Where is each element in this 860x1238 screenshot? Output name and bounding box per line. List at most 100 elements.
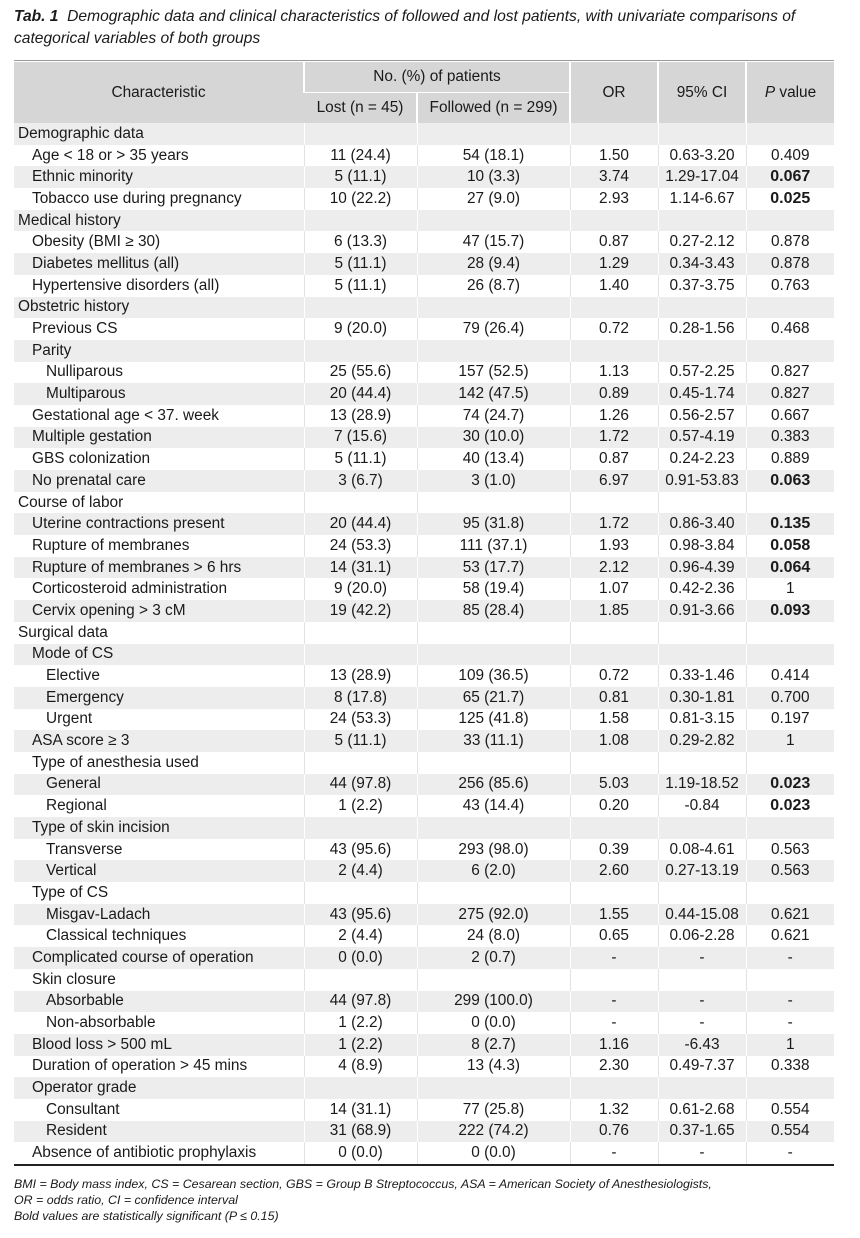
row-label: Ethnic minority xyxy=(32,168,133,186)
cell-lost: 3 (6.7) xyxy=(303,470,417,492)
cell-p-value xyxy=(745,209,834,232)
cell-p-value: 0.468 xyxy=(745,318,834,340)
cell-followed xyxy=(416,968,570,991)
cell-p-value xyxy=(745,123,834,145)
cell-lost xyxy=(303,339,417,362)
row-label: Age < 18 or > 35 years xyxy=(32,146,189,164)
cell-p-value: 1 xyxy=(745,578,834,601)
cell-or: - xyxy=(569,1142,658,1164)
cell-p-value: 0.063 xyxy=(745,470,834,492)
cell-p-value: 0.563 xyxy=(745,860,834,883)
cell-p-value: 0.093 xyxy=(745,600,834,622)
cell-or: 0.89 xyxy=(569,383,658,405)
cell-or: 2.60 xyxy=(569,860,658,883)
row-label: Operator grade xyxy=(32,1079,137,1097)
cell-p-value: 0.058 xyxy=(745,535,834,557)
cell-ci: 0.33-1.46 xyxy=(657,665,746,687)
cell-followed: 222 (74.2) xyxy=(416,1120,570,1143)
cell-ci: 1.14-6.67 xyxy=(657,188,746,210)
row-label: Complicated course of operation xyxy=(32,948,254,966)
demographics-table: Characteristic No. (%) of patients OR 95… xyxy=(14,62,834,1164)
table-row: Type of CS xyxy=(14,882,834,904)
cell-ci: 0.56-2.57 xyxy=(657,404,746,427)
cell-lost: 6 (13.3) xyxy=(303,231,417,254)
row-label: Mode of CS xyxy=(32,645,114,663)
cell-followed: 30 (10.0) xyxy=(416,426,570,449)
table-row: Age < 18 or > 35 years 11 (24.4) 54 (18.1)… xyxy=(14,144,834,167)
header-ci: 95% CI xyxy=(657,62,746,123)
table-row: Resident 31 (68.9) 222 (74.2) 0.76 0.37-1.65… xyxy=(14,1120,834,1143)
table-row: Operator grade xyxy=(14,1077,834,1099)
row-label: Tobacco use during pregnancy xyxy=(32,189,242,207)
cell-or: 1.72 xyxy=(569,513,658,536)
row-label: Urgent xyxy=(46,710,93,728)
cell-p-value: - xyxy=(745,1142,834,1164)
cell-ci: 0.98-3.84 xyxy=(657,535,746,557)
cell-or: 1.55 xyxy=(569,903,658,926)
cell-lost: 43 (95.6) xyxy=(303,903,417,926)
cell-ci xyxy=(657,751,746,774)
table-row: Type of anesthesia used xyxy=(14,751,834,774)
cell-ci xyxy=(657,643,746,666)
table-top-rule xyxy=(14,60,834,61)
table-caption-text: Demographic data and clinical characteri… xyxy=(14,8,796,47)
row-label: Nulliparous xyxy=(46,363,123,381)
cell-followed xyxy=(416,209,570,232)
cell-lost: 5 (11.1) xyxy=(303,730,417,752)
cell-or xyxy=(569,123,658,145)
table-row: Rupture of membranes > 6 hrs 14 (31.1) 53 … xyxy=(14,556,834,579)
cell-lost: 13 (28.9) xyxy=(303,404,417,427)
cell-lost: 19 (42.2) xyxy=(303,600,417,622)
cell-p-value: 0.554 xyxy=(745,1098,834,1121)
row-label: Previous CS xyxy=(32,320,118,338)
cell-followed: 13 (4.3) xyxy=(416,1055,570,1078)
cell-lost: 20 (44.4) xyxy=(303,513,417,536)
table-row: Cervix opening > 3 cM 19 (42.2) 85 (28.4) 1… xyxy=(14,600,834,622)
cell-or: 1.26 xyxy=(569,404,658,427)
cell-or: 0.65 xyxy=(569,925,658,948)
cell-followed: 77 (25.8) xyxy=(416,1098,570,1121)
cell-lost: 13 (28.9) xyxy=(303,665,417,687)
cell-followed xyxy=(416,1077,570,1099)
cell-p-value: 0.621 xyxy=(745,925,834,948)
cell-or xyxy=(569,621,658,644)
cell-p-value: 0.067 xyxy=(745,166,834,189)
cell-ci: 0.08-4.61 xyxy=(657,838,746,861)
cell-lost: 0 (0.0) xyxy=(303,947,417,969)
row-label: Obesity (BMI ≥ 30) xyxy=(32,233,161,251)
cell-ci: 0.86-3.40 xyxy=(657,513,746,536)
header-p-italic: P xyxy=(764,83,776,101)
row-label: Type of anesthesia used xyxy=(32,753,199,771)
cell-lost: 14 (31.1) xyxy=(303,556,417,579)
cell-followed: 65 (21.7) xyxy=(416,686,570,709)
cell-ci xyxy=(657,817,746,839)
row-label: Misgav-Ladach xyxy=(46,905,151,923)
cell-followed: 58 (19.4) xyxy=(416,578,570,601)
cell-p-value: 1 xyxy=(745,1033,834,1056)
cell-or xyxy=(569,882,658,904)
table-row: Nulliparous 25 (55.6) 157 (52.5) 1.13 0.57-2… xyxy=(14,361,834,384)
cell-followed: 109 (36.5) xyxy=(416,665,570,687)
cell-or: - xyxy=(569,1012,658,1034)
cell-p-value xyxy=(745,296,834,319)
cell-followed: 54 (18.1) xyxy=(416,144,570,167)
row-label: Rupture of membranes > 6 hrs xyxy=(32,558,242,576)
cell-or: 0.87 xyxy=(569,231,658,254)
cell-followed: 10 (3.3) xyxy=(416,166,570,189)
table-row: Obstetric history xyxy=(14,296,834,319)
cell-lost: 1 (2.2) xyxy=(303,795,417,817)
cell-or: 1.72 xyxy=(569,426,658,449)
cell-ci: 0.30-1.81 xyxy=(657,686,746,709)
cell-followed xyxy=(416,491,570,514)
cell-or xyxy=(569,643,658,666)
cell-followed xyxy=(416,339,570,362)
cell-or: 1.85 xyxy=(569,600,658,622)
table-row: General 44 (97.8) 256 (85.6) 5.03 1.19-18.52… xyxy=(14,773,834,796)
cell-ci: 0.27-13.19 xyxy=(657,860,746,883)
cell-followed: 256 (85.6) xyxy=(416,773,570,796)
table-row: Multiparous 20 (44.4) 142 (47.5) 0.89 0.45-1… xyxy=(14,383,834,405)
table-caption-label: Tab. 1 xyxy=(14,8,59,25)
cell-ci: 1.29-17.04 xyxy=(657,166,746,189)
cell-ci: 0.06-2.28 xyxy=(657,925,746,948)
cell-or: 0.81 xyxy=(569,686,658,709)
